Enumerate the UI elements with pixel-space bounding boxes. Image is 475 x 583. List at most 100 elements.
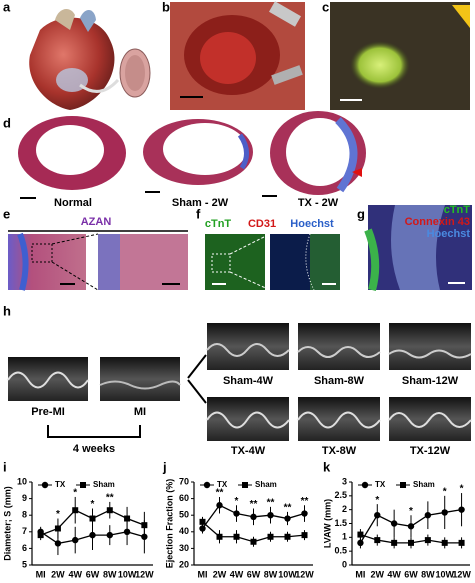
echo-label: Pre-MI (31, 406, 65, 418)
stain-label: Hoechst (290, 218, 334, 230)
significance-mark: ** (301, 496, 309, 507)
panel-b-photo (170, 1, 305, 110)
panel-letter: i (3, 459, 7, 474)
x-tick-label: 2W (51, 569, 65, 579)
echo-label: Sham-4W (223, 375, 274, 387)
data-point (124, 515, 131, 522)
panel-a-illustration (29, 8, 151, 110)
y-tick-label: 30 (179, 543, 189, 553)
legend-label: Sham (255, 480, 277, 489)
panel-d-sections (18, 111, 366, 199)
significance-mark: * (409, 506, 413, 517)
data-point (284, 533, 291, 540)
panel-h-echo (7, 323, 472, 441)
y-tick-label: 5 (22, 559, 27, 569)
data-point (72, 507, 79, 514)
x-tick-label: 6W (86, 569, 100, 579)
data-point (54, 525, 61, 532)
significance-mark: * (460, 484, 464, 495)
data-point (106, 531, 113, 539)
y-tick-label: 2.5 (334, 490, 347, 500)
stain-label: cTnT (444, 204, 471, 216)
y-tick-label: 50 (179, 510, 189, 520)
data-point (216, 533, 223, 540)
data-point (458, 506, 465, 513)
legend-label: TX (375, 480, 386, 489)
y-axis-label: Diameter; S (mm) (2, 486, 12, 561)
data-point (242, 482, 248, 488)
data-point (141, 522, 148, 529)
data-point (391, 539, 398, 546)
x-tick-label: 4W (230, 569, 244, 579)
x-tick-label: 10W (435, 569, 454, 579)
panel-letter: a (3, 0, 11, 14)
data-point (199, 525, 206, 532)
significance-mark: ** (284, 503, 292, 514)
y-tick-label: 70 (179, 476, 189, 486)
y-tick-label: 6 (22, 543, 27, 553)
echo-label: Sham-12W (402, 375, 459, 387)
data-point (250, 538, 257, 545)
legend-label: TX (55, 480, 66, 489)
data-point (123, 528, 131, 535)
x-tick-label: MI (36, 569, 46, 579)
data-point (106, 507, 113, 514)
y-tick-label: 60 (179, 493, 189, 503)
panel-e-histology (8, 230, 188, 291)
data-point (458, 539, 465, 546)
significance-mark: ** (267, 498, 275, 509)
section-caption: Sham - 2W (172, 197, 229, 209)
stain-label: CD31 (248, 218, 276, 230)
y-tick-label: 1 (342, 532, 347, 542)
data-point (424, 512, 432, 519)
panel-letter: e (3, 206, 10, 221)
data-point (216, 502, 223, 509)
section-caption: Normal (54, 197, 92, 209)
panel-f-immunostain (205, 233, 340, 291)
y-axis-label: Ejection Fraction (%) (164, 479, 174, 569)
x-tick-label: MI (355, 569, 365, 579)
x-tick-label: 4W (387, 569, 401, 579)
data-point (80, 482, 86, 488)
x-tick-label: 12W (135, 569, 154, 579)
panel-g-immunostain (364, 205, 472, 292)
echo-label: TX-8W (322, 445, 357, 457)
data-point (89, 531, 96, 539)
y-tick-label: 1.5 (334, 518, 347, 528)
x-tick-label: 12W (295, 569, 314, 579)
x-tick-label: MI (198, 569, 208, 579)
data-point (424, 537, 431, 544)
y-tick-label: 0.5 (334, 546, 347, 556)
interval-label: 4 weeks (73, 443, 115, 455)
data-point (203, 481, 211, 489)
panel-letter: j (162, 459, 167, 474)
y-tick-label: 20 (179, 559, 189, 569)
y-tick-label: 9 (22, 493, 27, 503)
data-point (407, 523, 415, 530)
panel-letter: f (196, 206, 201, 221)
panel-letter: b (162, 0, 170, 14)
panel-letter: k (323, 459, 331, 474)
panel-c-photo (330, 2, 470, 110)
significance-mark: * (375, 495, 379, 506)
data-point (357, 539, 364, 547)
x-tick-label: 12W (452, 569, 471, 579)
panel-letter: c (322, 0, 329, 14)
y-tick-label: 7 (22, 526, 27, 536)
data-point (374, 537, 381, 544)
significance-mark: * (73, 488, 77, 499)
data-point (199, 518, 206, 525)
x-tick-label: 4W (68, 569, 82, 579)
x-tick-label: 8W (421, 569, 435, 579)
panel-letters: a b c d e f g h i j k (3, 0, 365, 474)
legend-label: TX (217, 480, 228, 489)
data-point (54, 540, 62, 547)
echo-label: TX-12W (410, 445, 451, 457)
significance-mark: * (235, 496, 239, 507)
x-tick-label: 10W (118, 569, 137, 579)
significance-mark: * (91, 499, 95, 510)
